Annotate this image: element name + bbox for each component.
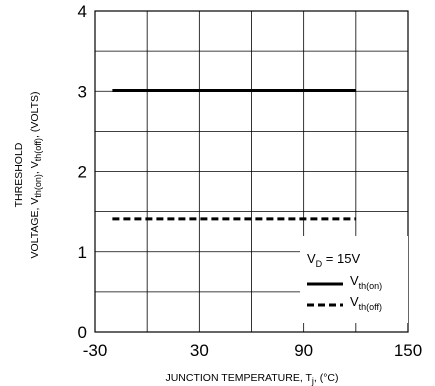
legend-label-vth-off: Vth(off) <box>350 294 382 312</box>
grid <box>95 11 408 332</box>
x-tick-label: 30 <box>190 341 209 360</box>
x-tick-label: -30 <box>83 341 108 360</box>
legend-background <box>300 236 408 323</box>
legend-label-vth-on: Vth(on) <box>350 273 382 291</box>
x-axis-label: JUNCTION TEMPERATURE, Tj, (°C) <box>165 372 338 386</box>
x-tick-label: 90 <box>294 341 313 360</box>
y-axis-label-line2: VOLTAGE, Vth(on), Vth(off), (VOLTS) <box>29 91 43 258</box>
y-tick-label: 2 <box>78 163 87 182</box>
y-tick-label: 0 <box>78 323 87 342</box>
x-tick-label: 150 <box>394 341 422 360</box>
series-layer <box>112 88 356 221</box>
legend-title: VD = 15V <box>307 251 360 269</box>
y-tick-label: 4 <box>78 2 87 21</box>
legend: VD = 15V Vth(on) Vth(off) <box>300 236 408 323</box>
tick-labels: 0 1 2 3 4 -30 30 90 150 <box>78 2 423 360</box>
y-tick-label: 3 <box>78 82 87 101</box>
y-tick-label: 1 <box>78 243 87 262</box>
y-axis-label-line1: THRESHOLD <box>13 142 25 207</box>
plot-frame <box>94 10 409 333</box>
